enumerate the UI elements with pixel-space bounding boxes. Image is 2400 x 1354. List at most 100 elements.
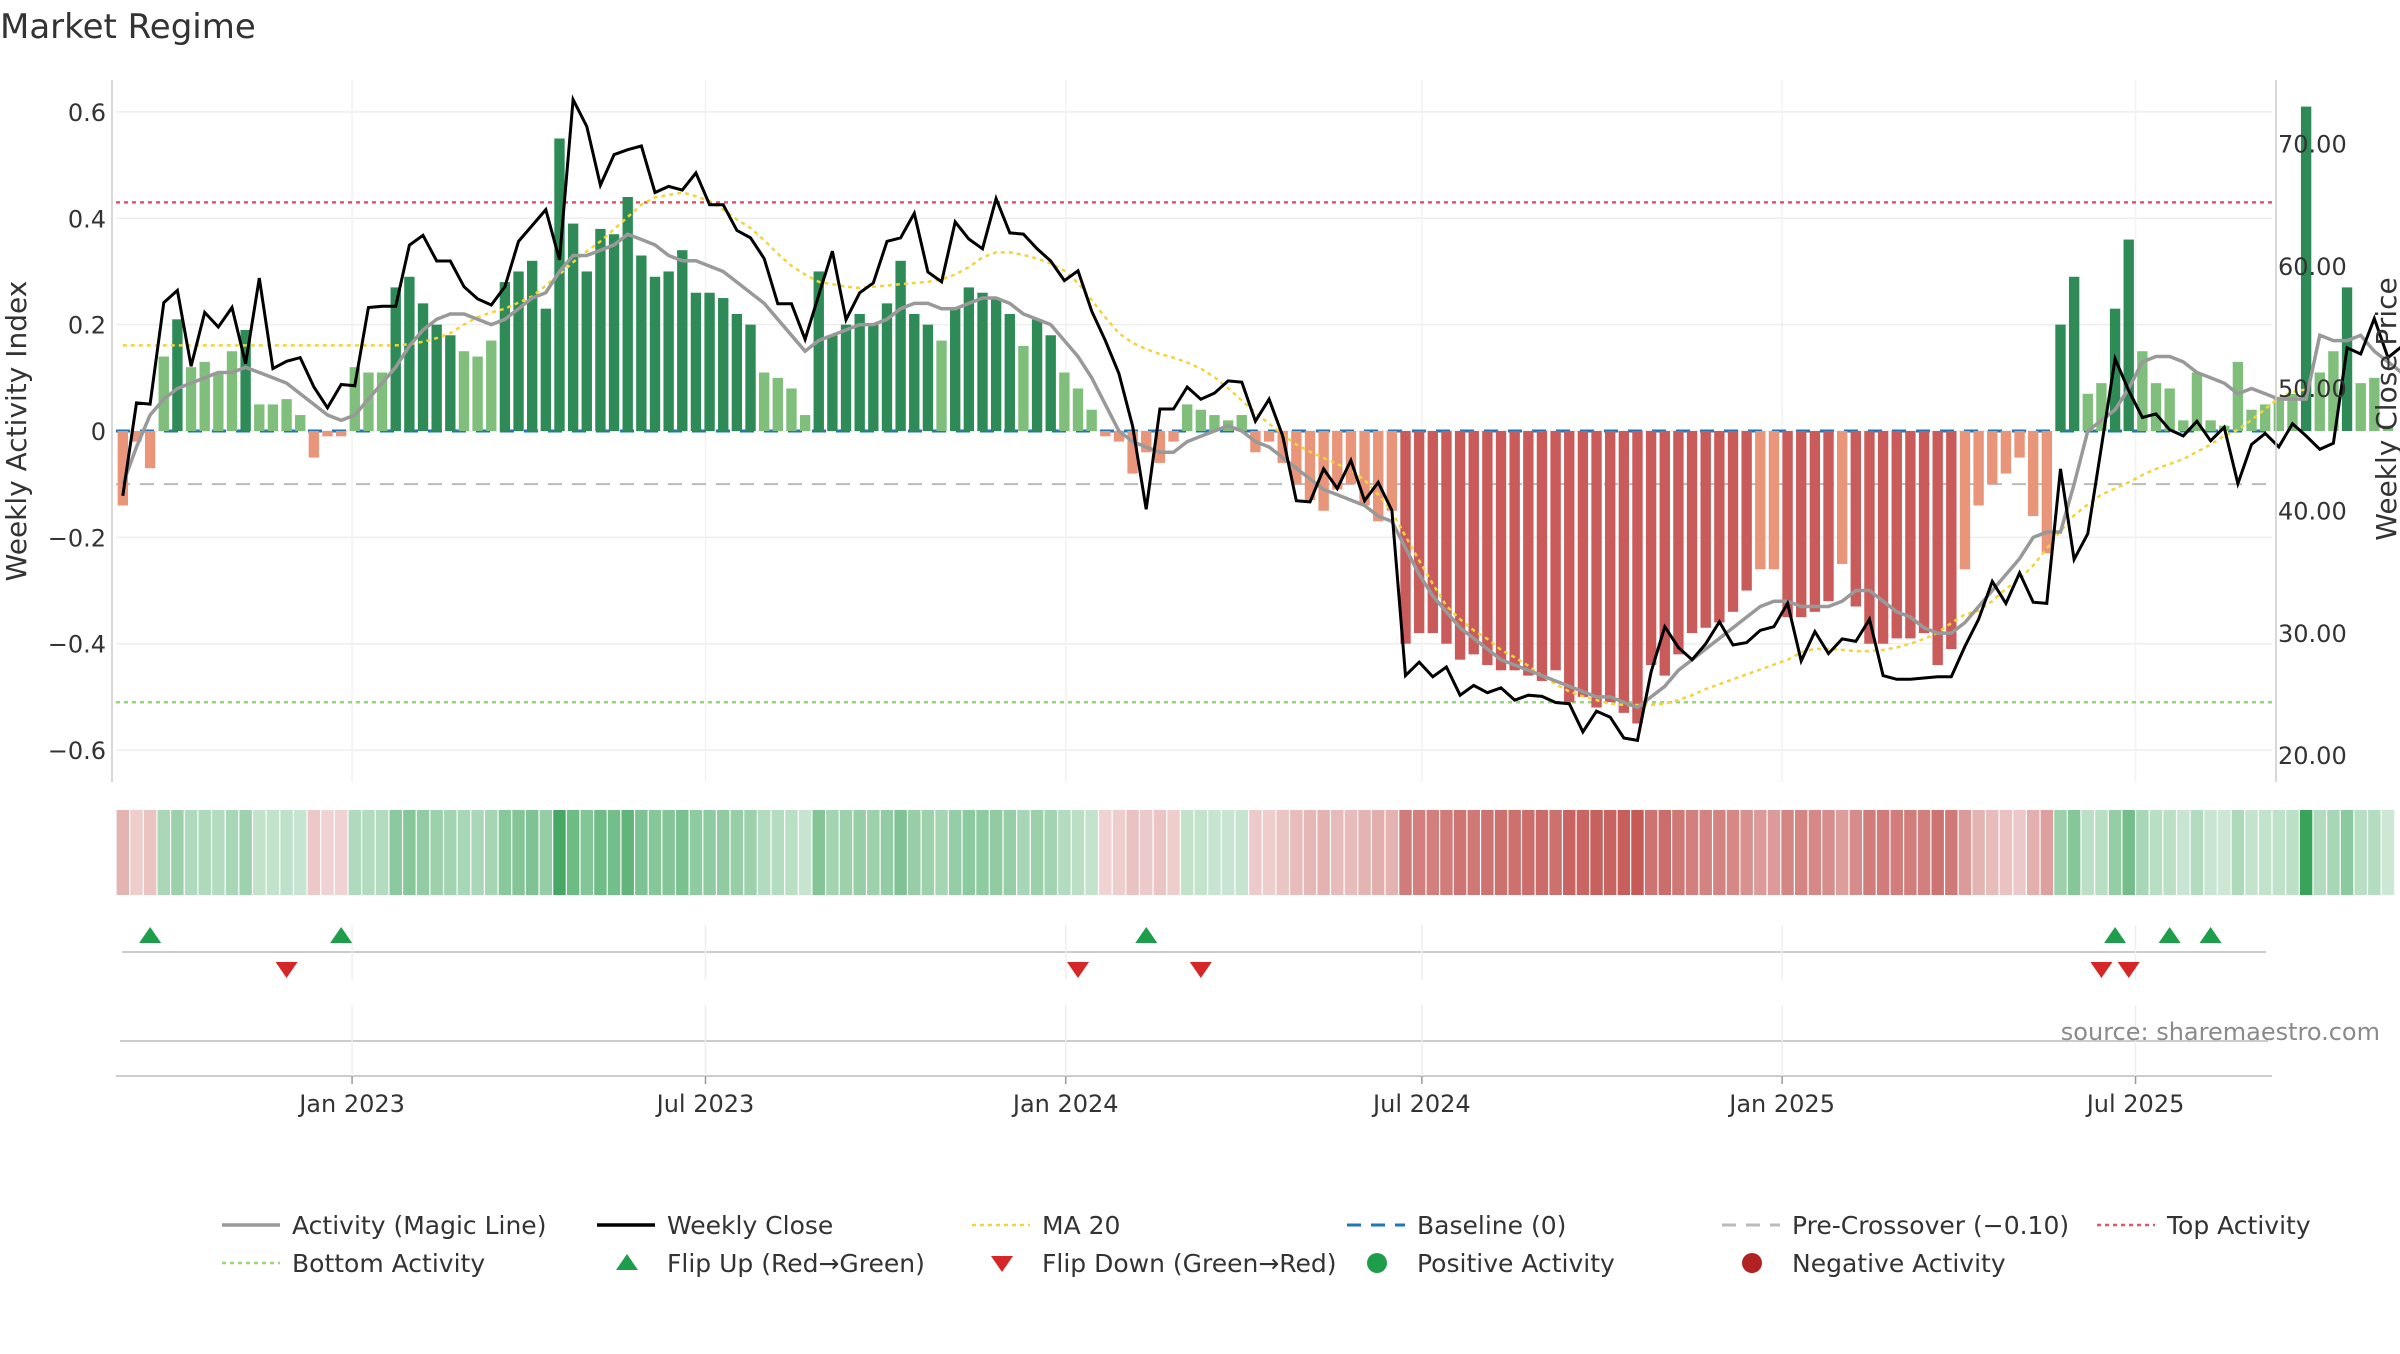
- activity-bar: [1618, 431, 1630, 713]
- activity-bar: [486, 340, 497, 431]
- heatstrip-cell: [757, 810, 771, 895]
- activity-bar: [308, 431, 320, 458]
- activity-bar: [499, 282, 511, 431]
- activity-bar: [663, 271, 674, 431]
- activity-bar: [404, 276, 415, 431]
- activity-bar: [2150, 383, 2162, 431]
- activity-bar: [1536, 431, 1548, 681]
- heatstrip-cell: [2313, 810, 2326, 895]
- activity-bar: [390, 287, 401, 431]
- y-tick-label: −0.2: [48, 524, 106, 552]
- activity-bar: [636, 255, 647, 431]
- activity-bar: [1891, 431, 1902, 639]
- heatstrip-cell: [2245, 810, 2258, 895]
- heatstrip-cell: [1631, 810, 1644, 895]
- heatstrip-cell: [1999, 810, 2013, 895]
- y-tick-label: 0: [91, 418, 106, 446]
- activity-bar: [1550, 431, 1561, 671]
- heatstrip-cell: [1508, 810, 1521, 895]
- heatstrip-cell: [1781, 810, 1794, 895]
- heatstrip-cell: [525, 810, 539, 895]
- activity-bar: [2232, 361, 2244, 431]
- legend-label: Flip Up (Red→Green): [667, 1249, 925, 1278]
- activity-bar: [1768, 431, 1780, 570]
- activity-bar: [1987, 431, 1998, 485]
- flip-up-marker: [139, 927, 162, 943]
- activity-bar: [649, 276, 661, 431]
- activity-bar: [1905, 431, 1916, 639]
- heatstrip-cell: [1194, 810, 1208, 895]
- y2-tick-label: 20.00: [2278, 742, 2347, 770]
- legend-swatch-triangle-up: [616, 1254, 638, 1270]
- activity-bar: [1304, 431, 1316, 501]
- activity-bar: [2273, 399, 2285, 431]
- flip-down-marker: [275, 962, 298, 978]
- activity-bar: [922, 324, 934, 431]
- heatstrip-cell: [485, 810, 498, 895]
- flip-down-marker: [1067, 962, 1090, 978]
- heatstrip-cell: [1904, 810, 1917, 895]
- ma20-line: [122, 191, 2307, 707]
- activity-bar: [1277, 431, 1288, 463]
- activity-bar: [240, 329, 251, 431]
- heatstrip-cell: [212, 810, 225, 895]
- activity-bar: [567, 223, 579, 431]
- activity-bar: [445, 335, 456, 431]
- activity-bar: [909, 314, 920, 431]
- heatstrip-cell: [307, 810, 321, 895]
- heatstrip-cell: [1358, 810, 1371, 895]
- activity-bar: [799, 415, 811, 431]
- series-lines: [121, 94, 2400, 743]
- heatstrip-cell: [1754, 810, 1767, 895]
- activity-bar: [472, 356, 483, 431]
- activity-bar: [267, 404, 279, 431]
- heatstrip-cell: [157, 810, 170, 895]
- heatstrip-cell: [1426, 810, 1440, 895]
- activity-bar: [1741, 431, 1752, 591]
- activity-bars: [117, 106, 2394, 724]
- heatstrip-cell: [2368, 810, 2381, 895]
- heatstrip-cell: [1876, 810, 1890, 895]
- activity-bar: [2109, 308, 2121, 431]
- y-tick-label: 0.4: [68, 205, 106, 233]
- y2-tick-label: 70.00: [2278, 131, 2347, 159]
- heatstrip-cell: [1890, 810, 1903, 895]
- activity-bar: [1973, 431, 1984, 506]
- heatstrip-cell: [389, 810, 402, 895]
- heatstrip-cell: [403, 810, 416, 895]
- heatstrip-cell: [2108, 810, 2122, 895]
- activity-bar: [881, 303, 893, 431]
- legend-label: Positive Activity: [1417, 1249, 1615, 1278]
- activity-bar: [1836, 431, 1848, 564]
- heatstrip-cell: [1180, 810, 1194, 895]
- heatstrip-cell: [1071, 810, 1085, 895]
- activity-bar: [117, 431, 129, 506]
- heatstrip-cell: [430, 810, 443, 895]
- heatstrip-cell: [648, 810, 662, 895]
- activity-bar: [936, 340, 947, 431]
- activity-bar: [1877, 431, 1889, 644]
- activity-bar: [2355, 383, 2366, 431]
- heatstrip-cell: [921, 810, 935, 895]
- activity-bar: [2028, 431, 2039, 517]
- heatstrip-cell: [1249, 810, 1262, 895]
- y2-tick-label: 30.00: [2278, 620, 2347, 648]
- activity-bar: [1181, 404, 1193, 431]
- source-label: source: sharemaestro.com: [2061, 1018, 2380, 1046]
- activity-bar: [1495, 431, 1507, 671]
- activity-bar: [1523, 431, 1534, 676]
- heatstrip-cell: [1672, 810, 1685, 895]
- activity-bar: [2191, 372, 2203, 431]
- heatstrip-cell: [662, 810, 675, 895]
- activity-bar: [1100, 431, 1111, 437]
- heatstrip-cell: [1945, 810, 1958, 895]
- activity-bar: [1168, 431, 1179, 442]
- heatstrip-cell: [1085, 810, 1098, 895]
- heatstrip-cell: [1371, 810, 1385, 895]
- heatstrip-cell: [1058, 810, 1071, 895]
- weekly-close-line: [121, 94, 2400, 743]
- activity-bar: [1468, 431, 1479, 655]
- activity-bar: [2259, 404, 2271, 431]
- heatstrip-cell: [362, 810, 375, 895]
- heatstrip-cell: [621, 810, 634, 895]
